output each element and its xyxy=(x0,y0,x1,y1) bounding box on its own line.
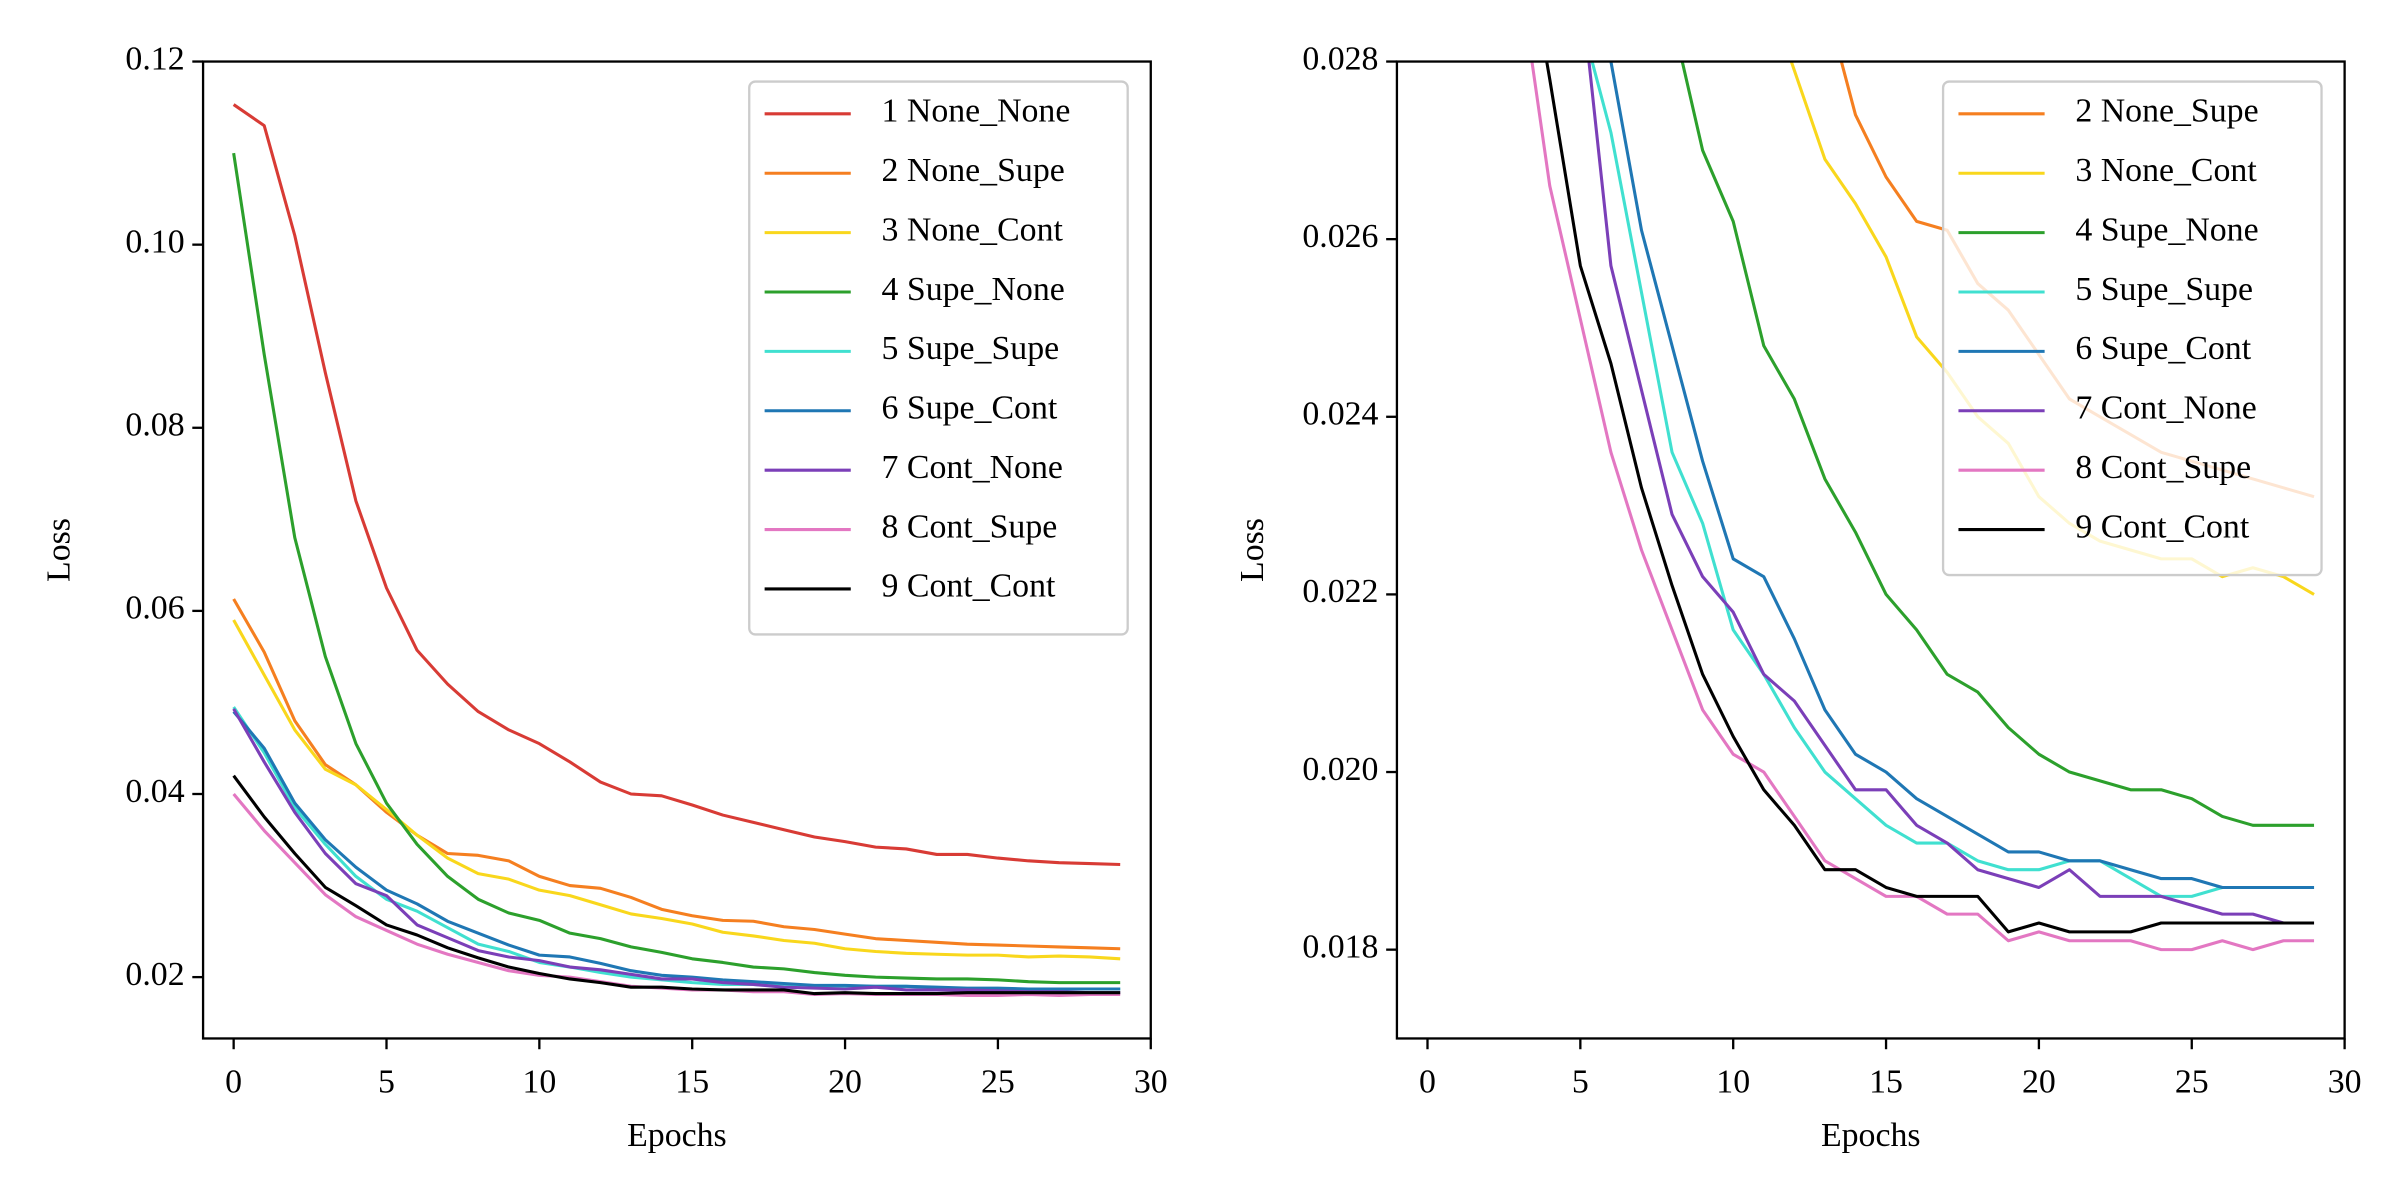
x-tick-label: 15 xyxy=(675,1063,709,1100)
y-tick-label: 0.04 xyxy=(125,773,184,810)
legend-label: 8 Cont_Supe xyxy=(2075,449,2251,486)
legend-label: 3 None_Cont xyxy=(2075,152,2257,189)
legend-label: 5 Supe_Supe xyxy=(2075,271,2253,308)
x-tick-label: 30 xyxy=(1134,1063,1168,1100)
x-axis-label: Epochs xyxy=(627,1117,727,1154)
series-line xyxy=(1545,61,2315,934)
series-line xyxy=(232,710,1121,991)
legend-label: 5 Supe_Supe xyxy=(882,330,1060,367)
legend: 1 None_None 2 None_Supe 3 None_Cont 4 Supe_… xyxy=(748,80,1129,636)
x-tick-label: 5 xyxy=(1572,1063,1589,1100)
legend-label: 9 Cont_Cont xyxy=(2075,508,2249,545)
axes-frame xyxy=(1395,60,2346,1040)
legend-label: 4 Supe_None xyxy=(882,271,1065,308)
x-tick-label: 20 xyxy=(828,1063,862,1100)
legend-label: 2 None_Supe xyxy=(882,152,1065,189)
series-line xyxy=(1680,61,2315,827)
legend-box xyxy=(748,80,1129,636)
legend-label: 7 Cont_None xyxy=(882,449,1063,486)
legend-label: 3 None_Cont xyxy=(882,211,1064,248)
series-line xyxy=(232,793,1121,997)
legend-label: 4 Supe_None xyxy=(2075,211,2258,248)
x-tick-label: 15 xyxy=(1869,1063,1903,1100)
y-tick-label: 0.024 xyxy=(1302,396,1378,433)
x-tick-label: 25 xyxy=(981,1063,1015,1100)
y-axis-label: Loss xyxy=(40,518,77,582)
y-tick-label: 0.028 xyxy=(1302,40,1378,77)
legend-label: 1 None_None xyxy=(882,93,1071,130)
series-line xyxy=(1530,61,2315,952)
x-tick-label: 20 xyxy=(2022,1063,2056,1100)
y-tick-label: 0.10 xyxy=(125,223,184,260)
y-tick-label: 0.026 xyxy=(1302,218,1378,255)
series-line xyxy=(232,103,1121,867)
x-tick-label: 0 xyxy=(1419,1063,1436,1100)
series-line xyxy=(232,706,1121,992)
series-line xyxy=(1609,61,2315,890)
x-tick-label: 10 xyxy=(1716,1063,1750,1100)
legend-label: 6 Supe_Cont xyxy=(882,390,1058,427)
x-tick-label: 30 xyxy=(2328,1063,2362,1100)
series-line xyxy=(232,619,1121,961)
legend-label: 2 None_Supe xyxy=(2075,93,2258,130)
x-tick-label: 25 xyxy=(2175,1063,2209,1100)
y-tick-label: 0.02 xyxy=(125,956,184,993)
subplot: 0 5 10 15 20 25 30 0.018 0.020 0.022 0.024 0.026 0.0… xyxy=(1234,40,2362,1154)
legend-label: 7 Cont_None xyxy=(2075,390,2256,427)
y-tick-label: 0.06 xyxy=(125,590,184,627)
legend: 2 None_Supe 3 None_Cont 4 Supe_None 5 Supe_… xyxy=(1941,80,2323,577)
legend-label: 9 Cont_Cont xyxy=(882,568,1056,605)
y-tick-label: 0.020 xyxy=(1302,751,1378,788)
series-line xyxy=(232,598,1121,951)
axes-frame xyxy=(201,60,1152,1040)
series-line xyxy=(1587,61,2315,925)
y-axis-label: Loss xyxy=(1234,518,1271,582)
series-line xyxy=(232,774,1121,996)
series-line xyxy=(232,152,1121,985)
subplot: 0 5 10 15 20 25 30 0.02 0.04 0.06 0.08 0.10 0.12 Epoc… xyxy=(40,40,1167,1154)
x-axis-label: Epochs xyxy=(1821,1117,1921,1154)
x-tick-label: 5 xyxy=(378,1063,395,1100)
y-tick-label: 0.12 xyxy=(125,40,184,77)
legend-label: 8 Cont_Supe xyxy=(882,508,1058,545)
y-tick-label: 0.08 xyxy=(125,407,184,444)
x-tick-label: 10 xyxy=(522,1063,556,1100)
y-tick-label: 0.022 xyxy=(1302,573,1378,610)
y-tick-label: 0.018 xyxy=(1302,928,1378,965)
legend-box xyxy=(1941,80,2323,577)
lines xyxy=(232,103,1121,997)
x-tick-label: 0 xyxy=(225,1063,242,1100)
series-line xyxy=(232,708,1121,995)
legend-label: 6 Supe_Cont xyxy=(2075,330,2251,367)
